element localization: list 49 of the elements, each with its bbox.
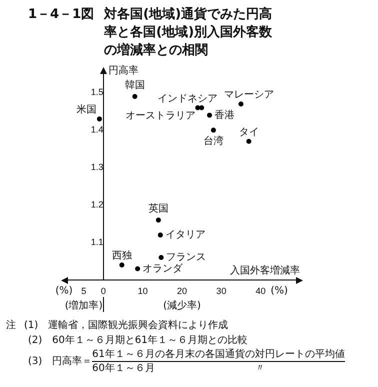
series-label: マレーシア bbox=[224, 90, 274, 101]
y-tick-label: 1.1 bbox=[90, 237, 104, 248]
series-label: 香港 bbox=[214, 108, 235, 121]
x-tick-label: 5 bbox=[81, 286, 86, 296]
x-axis-title: 入国外客増減率 bbox=[230, 264, 300, 277]
series-label: タイ bbox=[238, 127, 259, 138]
point bbox=[156, 218, 161, 223]
x-tick-label: 20 bbox=[176, 286, 188, 296]
point bbox=[132, 94, 138, 99]
series-label: インドネシア bbox=[158, 93, 218, 104]
series-label: 英国 bbox=[148, 202, 168, 215]
series-label: 西独 bbox=[112, 250, 132, 262]
point bbox=[119, 262, 124, 268]
point bbox=[207, 112, 212, 118]
point bbox=[238, 101, 244, 106]
text: 61年１～６月の各月末の各国通貨の対円レートの平均値 bbox=[92, 348, 345, 362]
series-label: 米国 bbox=[76, 104, 96, 116]
series-label: 韓国 bbox=[124, 79, 145, 92]
y-tick-label: 1.4 bbox=[90, 124, 104, 135]
y-axis-title: 円高率 bbox=[108, 64, 138, 77]
x-tick-label: 30 bbox=[216, 286, 226, 296]
series-label: イタリア bbox=[165, 230, 206, 241]
text: 注 bbox=[6, 318, 16, 333]
text: (1) 運輸省，国際観光振興会資料により作成 bbox=[24, 318, 228, 333]
point bbox=[210, 128, 216, 133]
text: (%) bbox=[270, 286, 288, 297]
text: (減少率) bbox=[163, 300, 201, 312]
y-tick-label: 1.3 bbox=[90, 162, 104, 172]
series-label: オランダ bbox=[142, 262, 184, 274]
series-label: フランス bbox=[166, 252, 206, 264]
point bbox=[96, 116, 102, 122]
series-label: オーストラリア bbox=[126, 110, 196, 122]
y-tick-label: 1.5 bbox=[90, 87, 104, 98]
x-tick-label: 0 bbox=[100, 286, 106, 296]
chart-title: 1－4－1図 対各国(地域)通貨でみた円高率と各国(地域)別入国外客数の増減率との相関 bbox=[28, 6, 274, 60]
x-tick-label: 40 bbox=[256, 286, 266, 296]
point bbox=[246, 138, 252, 144]
text: (%) bbox=[55, 286, 73, 297]
text: (3) 円高率＝ bbox=[28, 354, 92, 369]
text: (増加率) bbox=[64, 300, 103, 312]
point bbox=[135, 266, 140, 272]
point bbox=[158, 232, 163, 238]
text: (2) 60年１～６月期と61年１～６月期との比較 bbox=[27, 334, 249, 348]
y-tick-label: 1.2 bbox=[90, 200, 104, 210]
series-label: 台湾 bbox=[203, 134, 224, 147]
point bbox=[199, 105, 204, 110]
point bbox=[158, 255, 164, 260]
text: 60年１～６月 〃 bbox=[92, 362, 266, 375]
x-tick-label: 10 bbox=[138, 286, 148, 296]
